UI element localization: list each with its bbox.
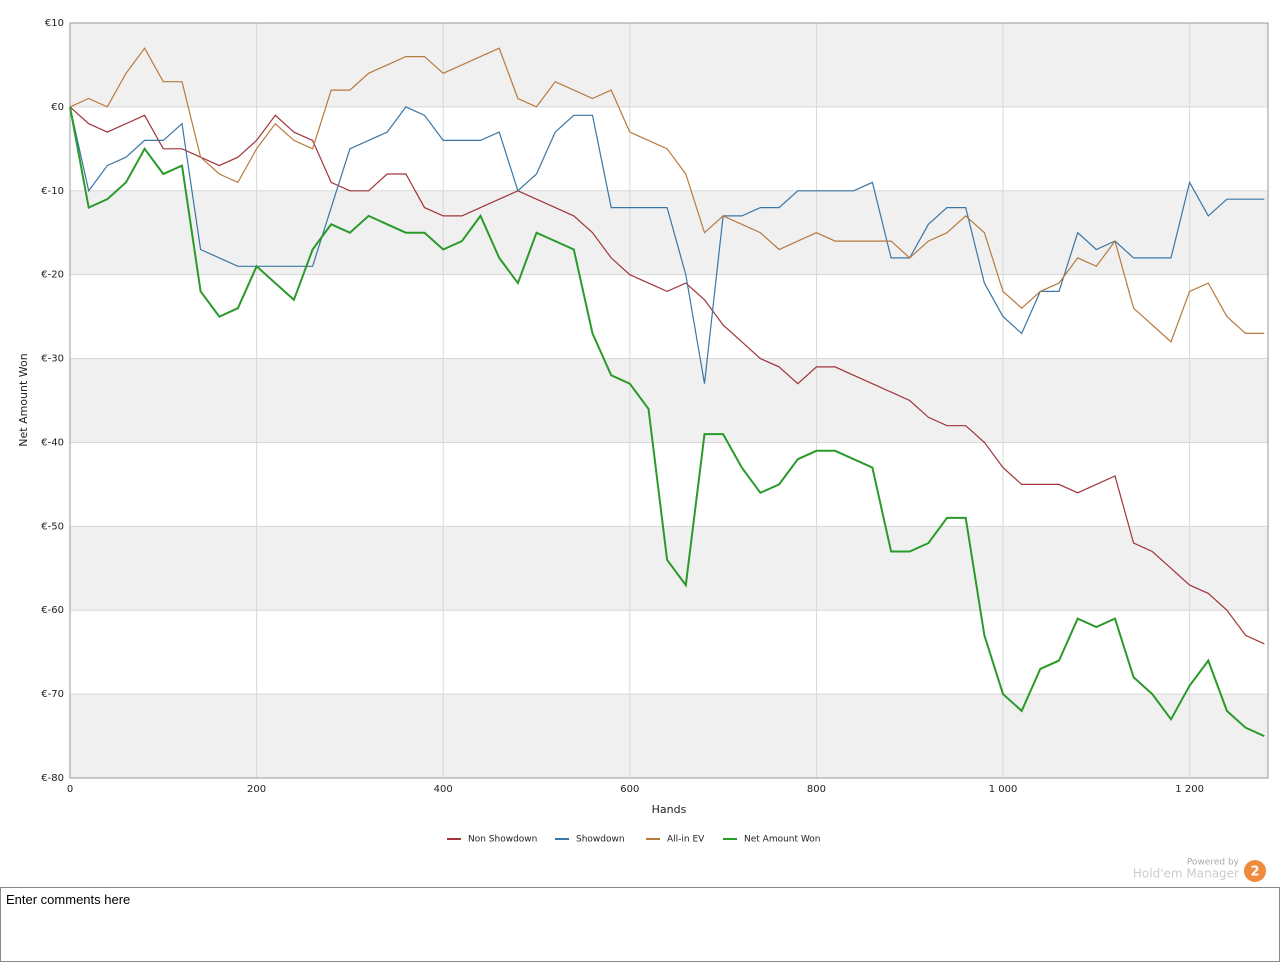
plot-border	[69, 22, 1269, 779]
band	[70, 442, 1268, 527]
legend-label: Showdown	[576, 835, 625, 845]
logo-badge: 2	[1250, 865, 1259, 880]
band	[70, 610, 1268, 695]
y-tick-label: €-20	[41, 270, 64, 281]
chart: Net Amount Won Hands Powered by Hold'em …	[17, 18, 1269, 882]
line-series	[69, 106, 1265, 738]
comments-text: Enter comments here	[6, 892, 131, 907]
y-tick-label: €-40	[41, 437, 64, 448]
logo	[1244, 860, 1266, 882]
band	[70, 526, 1268, 611]
x-tick-label: 1 000	[989, 784, 1018, 795]
x-axis-label: Hands	[652, 803, 687, 816]
line-series	[69, 106, 1265, 645]
y-tick-label: €-30	[41, 354, 64, 365]
x-tick-label: 600	[620, 784, 639, 795]
band	[70, 694, 1268, 778]
product-name: Hold'em Manager	[1133, 867, 1239, 881]
y-tick-label: €10	[45, 18, 64, 29]
x-tick-label: 0	[67, 784, 73, 795]
x-tick-label: 200	[247, 784, 266, 795]
x-tick-label: 1 200	[1175, 784, 1204, 795]
legend-label: Net Amount Won	[744, 835, 820, 845]
comments-box[interactable]: Enter comments here	[0, 887, 1280, 962]
powered-by: Powered by	[1187, 858, 1240, 868]
y-tick-label: €0	[51, 102, 64, 113]
y-axis-label: Net Amount Won	[17, 353, 30, 446]
y-tick-label: €-70	[41, 689, 64, 700]
band	[70, 358, 1268, 443]
band	[70, 274, 1268, 359]
y-tick-label: €-10	[41, 186, 64, 197]
y-tick-label: €-80	[41, 773, 64, 784]
line-series	[69, 47, 1265, 343]
x-tick-label: 400	[434, 784, 453, 795]
band	[70, 106, 1268, 191]
legend-label: Non Showdown	[468, 835, 537, 845]
y-tick-label: €-50	[41, 521, 64, 532]
line-series	[69, 106, 1265, 384]
legend-label: All-in EV	[667, 835, 705, 845]
y-tick-label: €-60	[41, 605, 64, 616]
band	[70, 23, 1268, 107]
x-tick-label: 800	[807, 784, 826, 795]
